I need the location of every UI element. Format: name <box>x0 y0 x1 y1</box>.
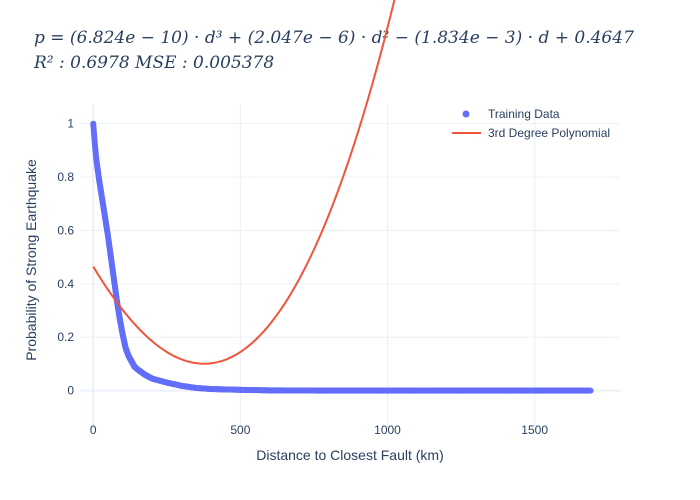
y-tick-label: 1 <box>67 117 74 131</box>
x-tick-label: 1500 <box>521 423 548 437</box>
polynomial-fit-line <box>92 0 396 365</box>
y-tick-label: 0.4 <box>57 277 74 291</box>
chart-title-metrics: R² : 0.6978 MSE : 0.005378 <box>33 53 274 73</box>
plot-area <box>90 0 594 394</box>
x-axis-title: Distance to Closest Fault (km) <box>256 447 444 463</box>
training-data-point <box>587 387 594 394</box>
y-tick-label: 0.2 <box>57 330 74 344</box>
y-axis-title: Probability of Strong Earthquake <box>23 159 39 361</box>
legend-label-training-data: Training Data <box>488 107 560 121</box>
y-tick-label: 0.8 <box>57 170 74 184</box>
legend-item-training-data[interactable]: Training Data <box>462 107 560 121</box>
legend-item-polynomial[interactable]: 3rd Degree Polynomial <box>452 126 610 140</box>
x-tick-label: 0 <box>90 423 97 437</box>
chart-title-equation: p = (6.824e − 10) · d³ + (2.047e − 6) · … <box>34 28 634 48</box>
y-tick-label: 0.6 <box>57 223 74 237</box>
y-tick-label: 0 <box>67 384 74 398</box>
x-tick-label: 1000 <box>374 423 401 437</box>
legend-marker-training-data <box>462 110 470 118</box>
tick-labels: 0 0.2 0.4 0.6 0.8 1 0 500 1000 1500 <box>57 117 548 437</box>
legend[interactable]: Training Data 3rd Degree Polynomial <box>452 107 610 140</box>
legend-label-polynomial: 3rd Degree Polynomial <box>488 126 610 140</box>
x-tick-label: 500 <box>230 423 250 437</box>
